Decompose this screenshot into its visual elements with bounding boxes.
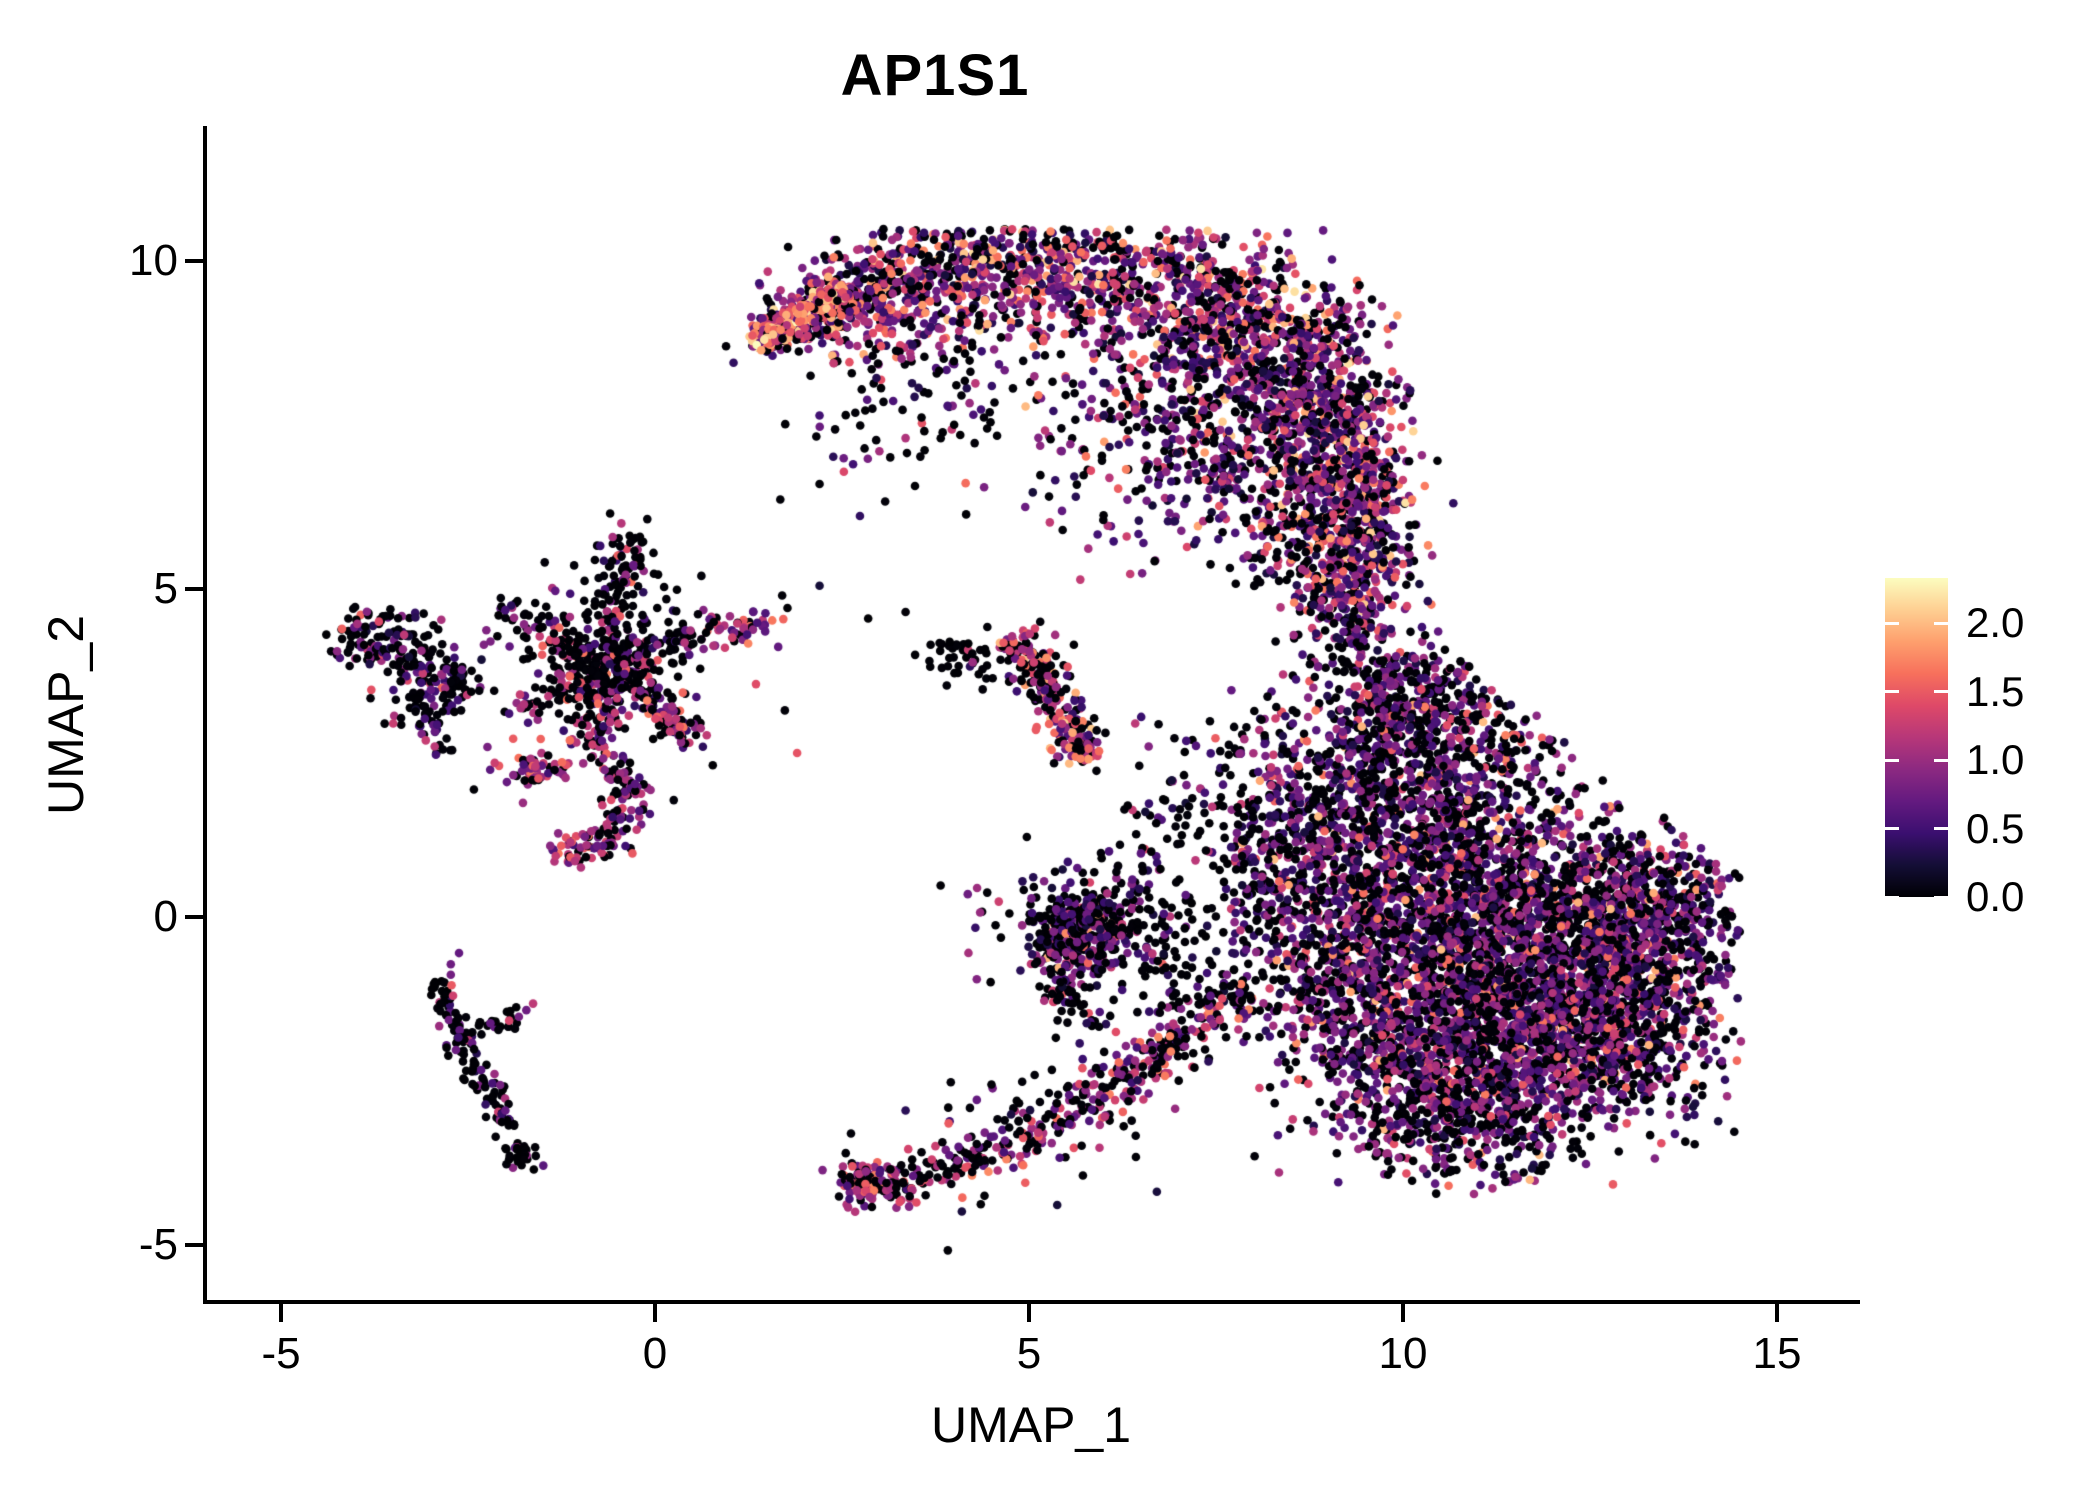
y-tick xyxy=(185,915,203,919)
colorbar-tick-label: 0.5 xyxy=(1966,804,2025,852)
colorbar-tick-label: 1.5 xyxy=(1966,667,2025,715)
y-tick xyxy=(185,259,203,263)
y-axis-line xyxy=(203,126,207,1304)
colorbar-tick xyxy=(1934,758,1948,762)
colorbar-tick xyxy=(1934,895,1948,899)
chart-title: AP1S1 xyxy=(840,43,1030,108)
x-tick-label: 5 xyxy=(1016,1329,1042,1378)
colorbar xyxy=(1885,578,1948,899)
y-tick xyxy=(185,587,203,591)
colorbar-tick xyxy=(1885,895,1899,899)
x-tick-label: -5 xyxy=(261,1329,301,1378)
x-axis-line xyxy=(203,1300,1860,1304)
colorbar-tick xyxy=(1934,621,1948,625)
colorbar-tick-label: 2.0 xyxy=(1966,599,2025,647)
y-tick-label: 0 xyxy=(153,892,178,941)
y-tick xyxy=(185,1243,203,1247)
x-tick-label: 10 xyxy=(1378,1329,1428,1378)
x-tick xyxy=(1401,1304,1405,1322)
colorbar-tick xyxy=(1885,621,1899,625)
x-tick xyxy=(279,1304,283,1322)
colorbar-tick xyxy=(1934,827,1948,831)
colorbar-tick-label: 0.0 xyxy=(1966,873,2025,920)
x-tick xyxy=(653,1304,657,1322)
colorbar-tick xyxy=(1885,690,1899,694)
x-axis-label: UMAP_1 xyxy=(930,1397,1132,1453)
colorbar-gradient xyxy=(1885,578,1948,897)
colorbar-tick xyxy=(1885,758,1899,762)
y-axis-label: UMAP_2 xyxy=(38,614,94,816)
y-tick-label: 10 xyxy=(129,236,178,285)
colorbar-tick xyxy=(1885,827,1899,831)
x-tick-label: 0 xyxy=(642,1329,668,1378)
colorbar-tick xyxy=(1934,690,1948,694)
y-tick-label: 5 xyxy=(153,564,178,613)
x-tick xyxy=(1027,1304,1031,1322)
x-tick xyxy=(1775,1304,1779,1322)
y-tick-label: -5 xyxy=(138,1220,178,1269)
colorbar-tick-label: 1.0 xyxy=(1966,736,2025,784)
x-tick-label: 15 xyxy=(1752,1329,1802,1378)
